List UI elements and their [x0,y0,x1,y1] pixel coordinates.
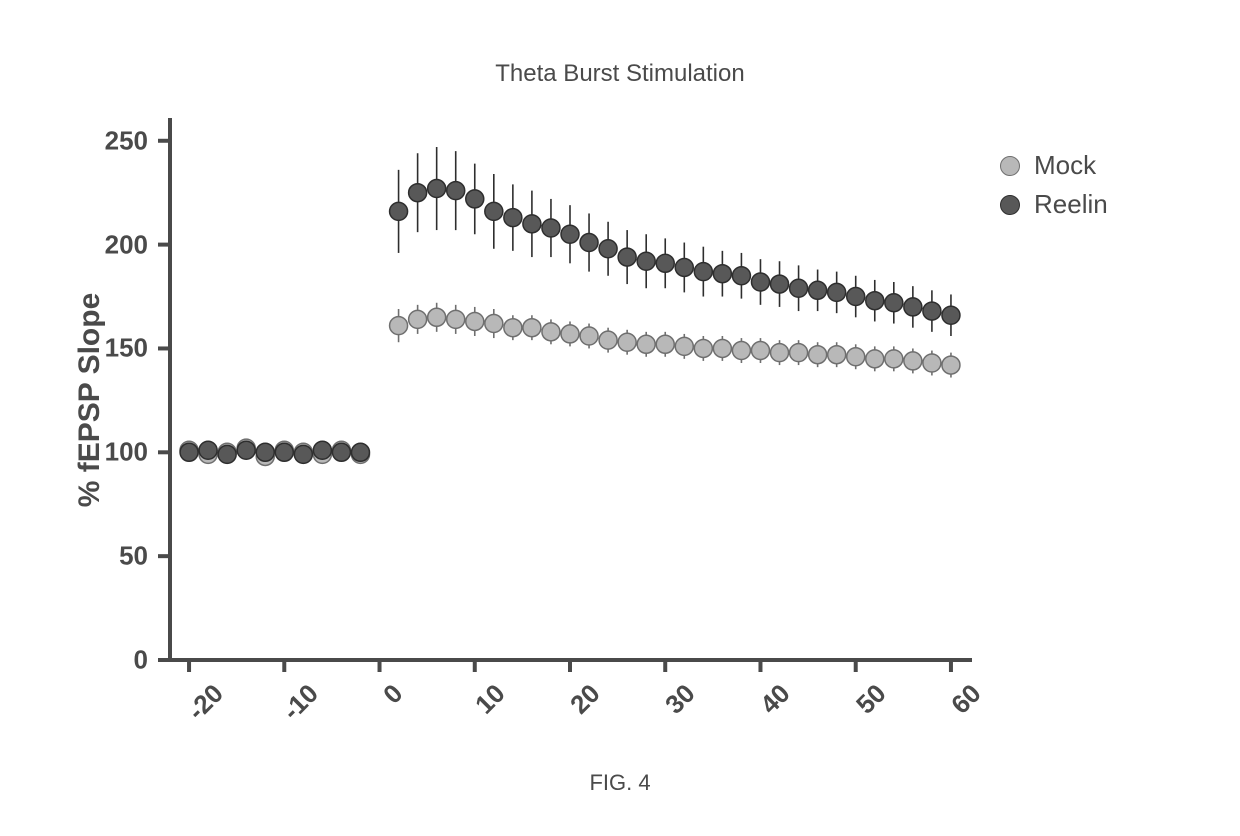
x-tick-label: 0 [377,678,409,710]
y-tick-label: 200 [105,229,148,260]
legend-item-reelin: Reelin [1000,189,1108,220]
chart-title: Theta Burst Stimulation [0,60,1240,88]
x-tick-label: 40 [754,678,796,720]
plot-svg [170,120,970,660]
legend-label: Reelin [1034,189,1108,220]
y-tick-label: 50 [119,541,148,572]
y-axis-label: % fEPSP Slope [73,293,107,508]
legend-label: Mock [1034,150,1096,181]
y-tick-label: 100 [105,437,148,468]
legend-marker-icon [1000,195,1020,215]
legend: Mock Reelin [1000,150,1108,228]
x-tick-label: 60 [945,678,987,720]
figure-container: Theta Burst Stimulation % fEPSP Slope 05… [0,0,1240,836]
x-tick-label: 20 [564,678,606,720]
legend-marker-icon [1000,156,1020,176]
series-mock [180,303,960,466]
x-tick-label: 10 [469,678,511,720]
y-tick-label: 250 [105,125,148,156]
series-reelin [180,147,960,463]
x-tick-label: 50 [850,678,892,720]
x-tick-label: -10 [276,678,324,726]
plot-area: 050100150200250-20-100102030405060 [170,120,970,660]
x-tick-label: 30 [659,678,701,720]
legend-item-mock: Mock [1000,150,1108,181]
y-tick-label: 150 [105,333,148,364]
figure-label: FIG. 4 [0,770,1240,796]
y-tick-label: 0 [134,645,148,676]
x-tick-label: -20 [181,678,229,726]
